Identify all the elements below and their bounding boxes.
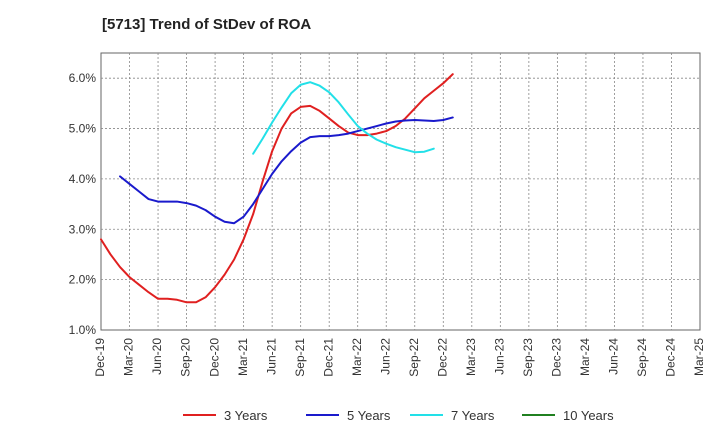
series-line-1 xyxy=(119,116,454,225)
y-tick-label: 2.0% xyxy=(69,273,97,287)
y-tick-label: 1.0% xyxy=(69,323,97,337)
x-tick-label: Mar-24 xyxy=(578,338,592,376)
x-tick-label: Jun-22 xyxy=(378,338,392,375)
x-tick-label: Mar-25 xyxy=(692,338,706,376)
x-tick-label: Sep-20 xyxy=(179,338,193,377)
x-tick-label: Dec-20 xyxy=(207,338,221,377)
x-tick-label: Mar-22 xyxy=(350,338,364,376)
x-tick-label: Dec-21 xyxy=(321,338,335,377)
plot-area xyxy=(100,52,701,331)
legend-label-0: 3 Years xyxy=(224,408,268,423)
x-tick-label: Jun-23 xyxy=(493,338,507,375)
series-line-2 xyxy=(252,81,435,155)
x-tick-label: Mar-20 xyxy=(122,338,136,376)
y-tick-label: 5.0% xyxy=(69,122,97,136)
legend-label-3: 10 Years xyxy=(563,408,614,423)
x-tick-label: Dec-24 xyxy=(664,338,678,377)
x-tick-label: Jun-24 xyxy=(607,338,621,375)
x-tick-label: Dec-19 xyxy=(93,338,107,377)
x-tick-label: Mar-23 xyxy=(464,338,478,376)
legend-label-1: 5 Years xyxy=(347,408,391,423)
y-tick-label: 3.0% xyxy=(69,222,97,236)
x-tick-label: Jun-20 xyxy=(150,338,164,375)
x-tick-label: Sep-22 xyxy=(407,338,421,377)
x-tick-label: Mar-21 xyxy=(236,338,250,376)
x-tick-label: Dec-23 xyxy=(550,338,564,377)
y-tick-label: 6.0% xyxy=(69,71,97,85)
y-tick-label: 4.0% xyxy=(69,172,97,186)
series-line-0 xyxy=(100,73,454,304)
x-tick-label: Jun-21 xyxy=(264,338,278,375)
x-tick-label: Dec-22 xyxy=(435,338,449,377)
legend-label-2: 7 Years xyxy=(451,408,495,423)
x-tick-label: Sep-21 xyxy=(293,338,307,377)
x-tick-label: Sep-23 xyxy=(521,338,535,377)
chart-title: [5713] Trend of StDev of ROA xyxy=(102,16,312,33)
x-tick-label: Sep-24 xyxy=(635,338,649,377)
